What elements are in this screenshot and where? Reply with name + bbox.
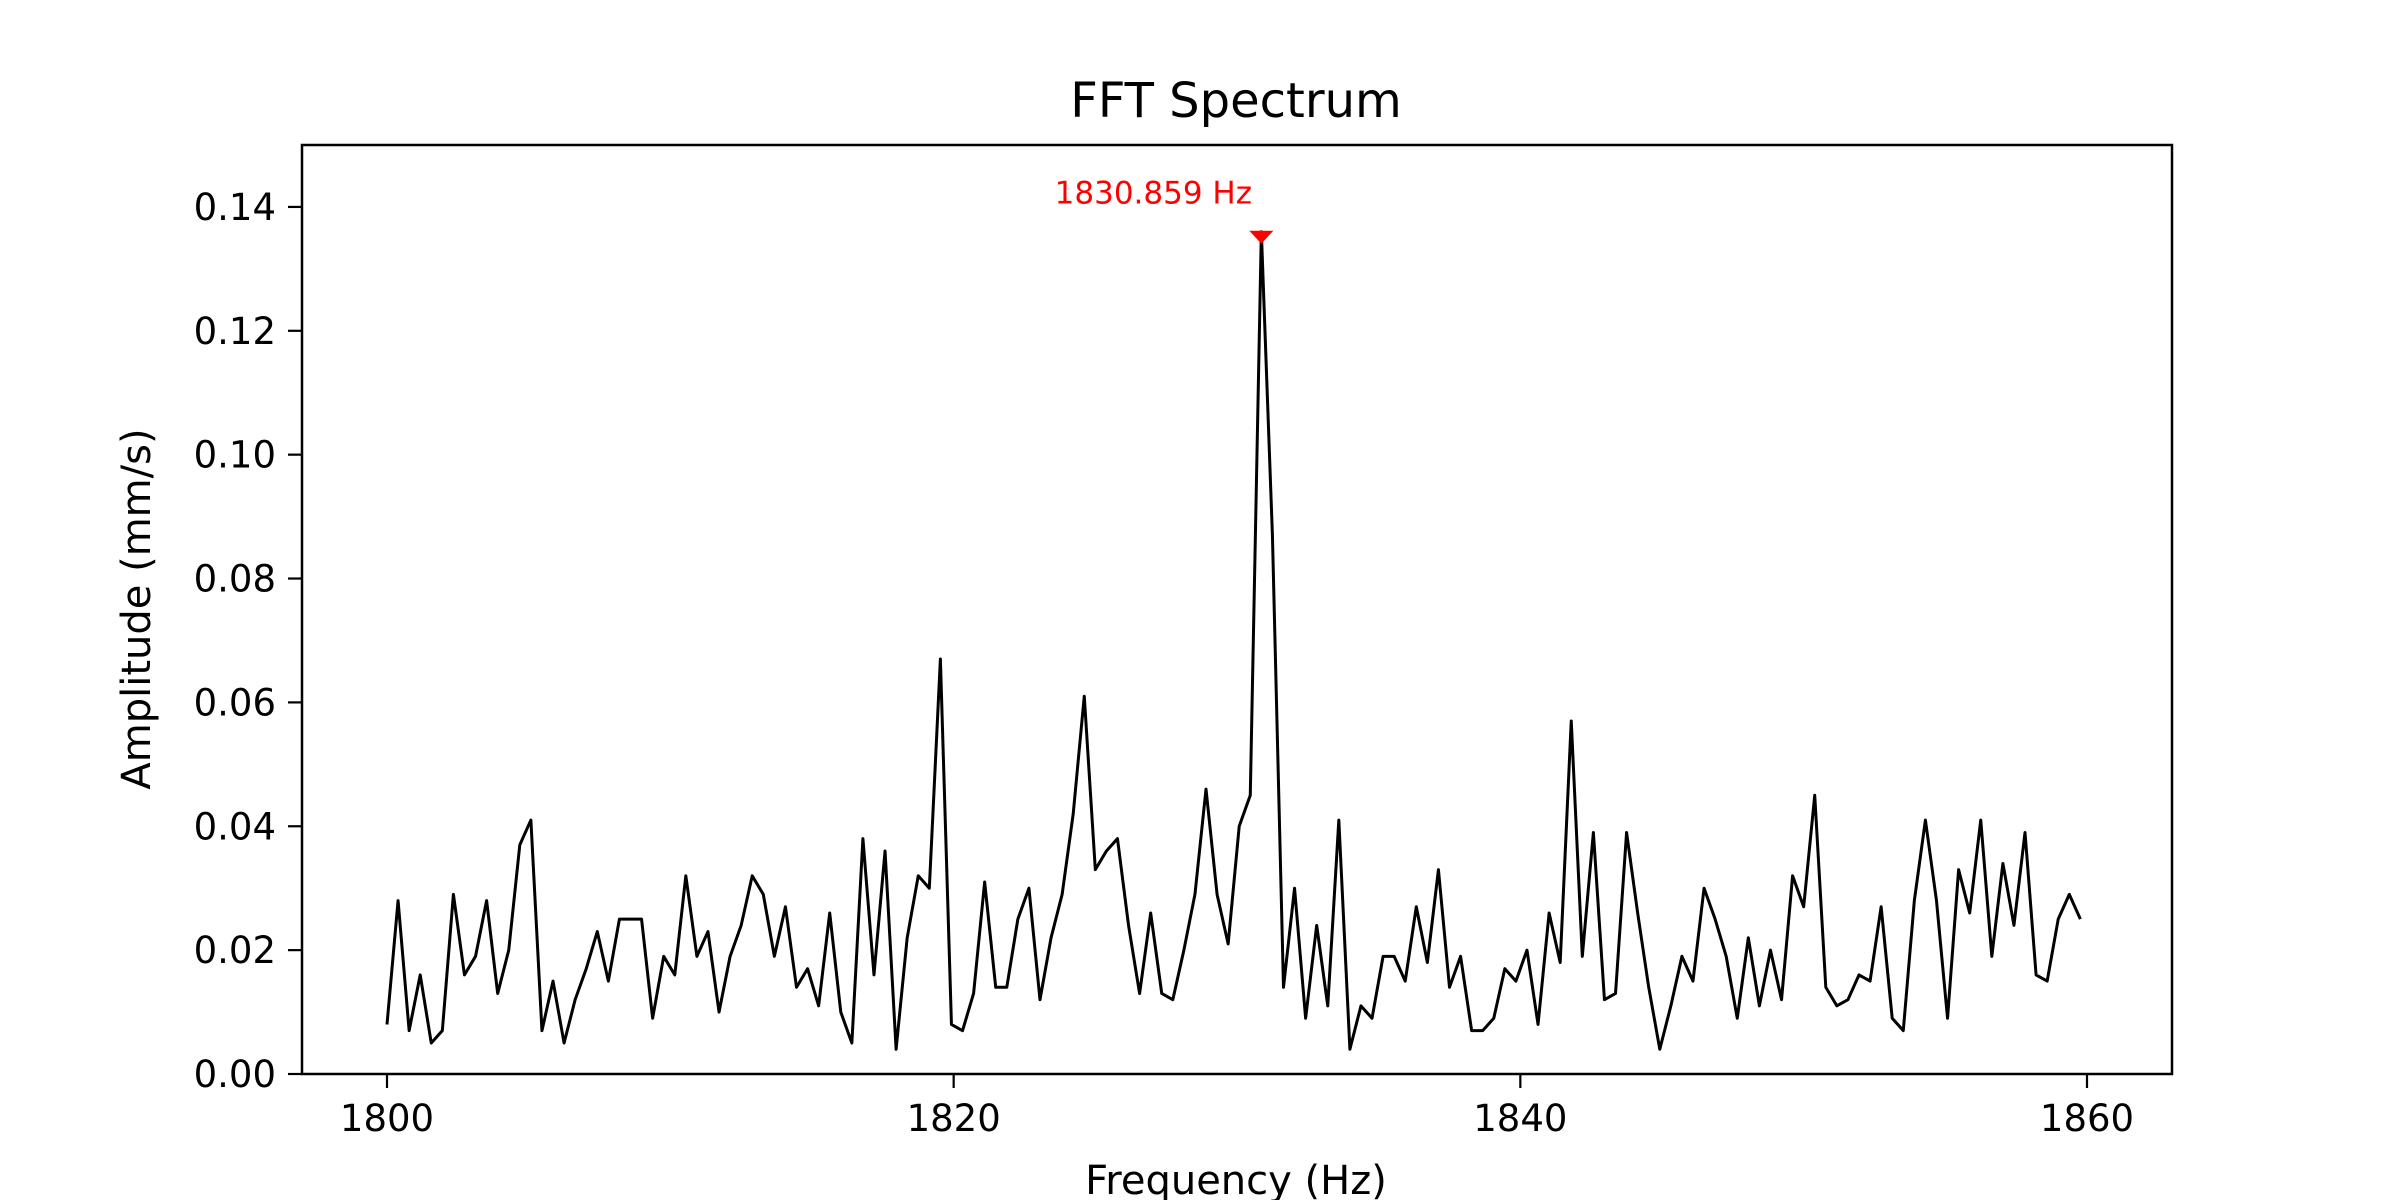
chart-title: FFT Spectrum [1070,73,1402,129]
y-axis-ticks: 0.00 0.02 0.04 0.06 0.08 0.10 0.12 0.14 [194,186,302,1096]
x-tick-label: 1800 [340,1097,434,1140]
y-tick-label: 0.04 [194,805,276,848]
peak-annotation-label: 1830.859 Hz [1055,176,1252,212]
x-axis-ticks: 1800 1820 1840 1860 [340,1074,2134,1140]
y-tick-label: 0.02 [194,929,276,972]
y-tick-label: 0.14 [194,186,276,229]
peak-marker [1249,230,1274,244]
x-tick-label: 1820 [907,1097,1001,1140]
y-axis-title: Amplitude (mm/s) [114,428,160,789]
y-tick-label: 0.00 [194,1053,276,1096]
y-tick-label: 0.06 [194,681,276,724]
y-tick-label: 0.10 [194,434,276,477]
y-tick-label: 0.12 [194,310,276,353]
x-axis-title: Frequency (Hz) [1085,1158,1387,1200]
plot-frame [300,143,2174,1076]
spectrum-line-0 [385,230,2082,1051]
y-tick-label: 0.08 [194,558,276,601]
x-tick-label: 1860 [2040,1097,2134,1140]
plot-content [385,230,2082,1051]
x-tick-label: 1840 [1473,1097,1567,1140]
